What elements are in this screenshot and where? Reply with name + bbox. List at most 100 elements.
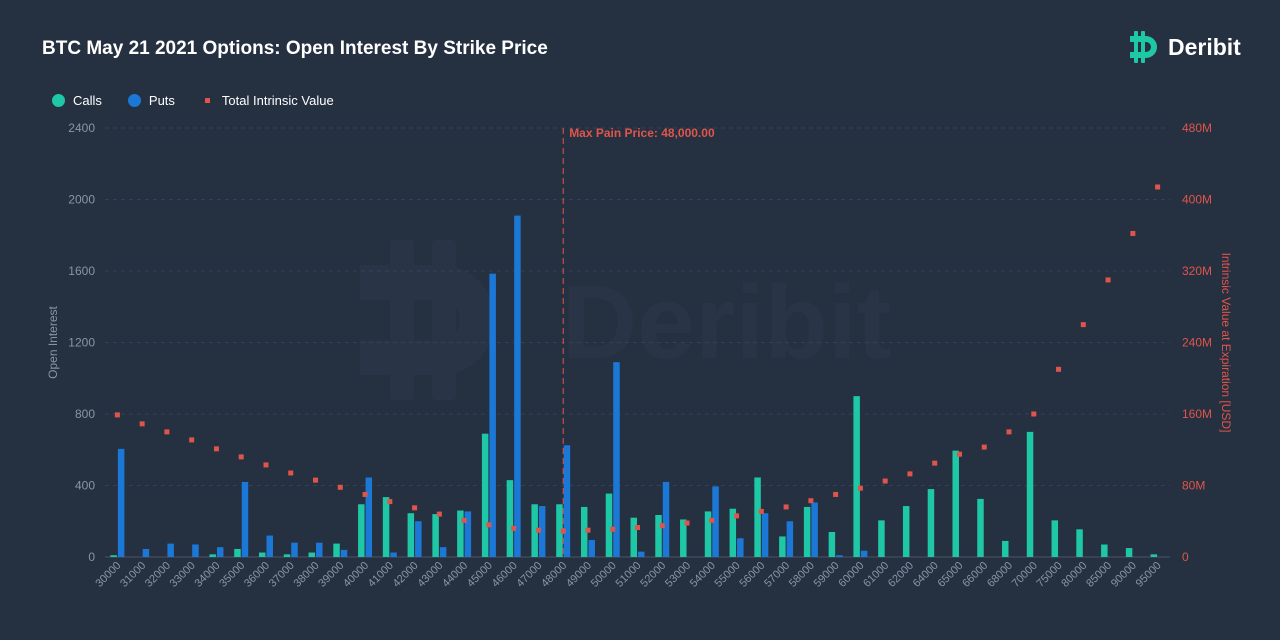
intrinsic-point-34000 (213, 446, 219, 452)
bar-puts-56000 (761, 513, 769, 557)
intrinsic-point-64000 (932, 460, 938, 466)
y2-tick-label: 160M (1182, 407, 1212, 421)
bar-calls-75000 (1051, 520, 1059, 557)
x-tick-label: 53000 (663, 560, 693, 590)
x-tick-label: 55000 (713, 560, 743, 590)
x-tick-label: 58000 (787, 560, 817, 590)
chart-legend: Calls Puts Total Intrinsic Value (52, 93, 360, 108)
x-tick-label: 64000 (911, 560, 941, 590)
intrinsic-point-80000 (1080, 322, 1086, 328)
intrinsic-point-54000 (709, 517, 715, 523)
y-tick-label: 0 (88, 550, 95, 564)
x-tick-label: 38000 (292, 560, 322, 590)
x-tick-label: 45000 (465, 560, 495, 590)
x-tick-label: 66000 (960, 560, 990, 590)
bar-calls-30000 (110, 555, 117, 557)
y2-tick-label: 240M (1182, 336, 1212, 350)
y-tick-label: 800 (75, 407, 95, 421)
x-tick-label: 33000 (168, 560, 198, 590)
x-tick-label: 57000 (762, 560, 792, 590)
bar-calls-45000 (481, 433, 489, 557)
bar-calls-60000 (853, 396, 860, 557)
intrinsic-point-49000 (585, 527, 591, 533)
intrinsic-point-50000 (610, 526, 616, 532)
bar-puts-36000 (266, 535, 273, 557)
intrinsic-point-40000 (362, 491, 368, 497)
bar-puts-58000 (811, 502, 818, 557)
bar-puts-46000 (514, 215, 521, 557)
intrinsic-point-56000 (758, 508, 764, 514)
intrinsic-swatch-icon (204, 98, 210, 103)
intrinsic-point-60000 (857, 485, 863, 491)
bar-puts-44000 (464, 511, 472, 557)
x-tick-label: 40000 (341, 560, 371, 590)
bar-puts-35000 (241, 481, 249, 557)
x-tick-label: 46000 (490, 560, 520, 590)
bar-puts-33000 (192, 544, 199, 557)
x-tick-label: 56000 (737, 560, 767, 590)
bar-calls-65000 (952, 450, 959, 557)
watermark: Deribit (360, 240, 891, 400)
x-tick-label: 43000 (415, 560, 445, 590)
intrinsic-point-65000 (956, 451, 962, 457)
x-tick-label: 39000 (316, 560, 346, 590)
y-tick-label: 2400 (68, 121, 95, 135)
bar-calls-54000 (704, 511, 712, 557)
bar-calls-62000 (902, 506, 910, 557)
intrinsic-point-85000 (1105, 277, 1111, 283)
bar-puts-59000 (836, 555, 843, 557)
bar-calls-70000 (1026, 431, 1034, 557)
legend-item-intrinsic[interactable]: Total Intrinsic Value (201, 93, 334, 108)
bar-calls-44000 (457, 510, 464, 557)
bar-calls-90000 (1125, 548, 1133, 557)
bar-puts-30000 (117, 448, 125, 557)
y-axis-title: Open Interest (46, 305, 60, 378)
bar-puts-54000 (712, 486, 719, 557)
bar-calls-48000 (556, 504, 563, 557)
bar-calls-56000 (754, 477, 761, 557)
puts-swatch-icon (127, 94, 141, 107)
bar-calls-47000 (531, 504, 538, 557)
bar-calls-55000 (729, 508, 737, 557)
x-tick-label: 47000 (514, 560, 544, 590)
bar-puts-55000 (737, 538, 744, 557)
y-tick-label: 1200 (68, 336, 95, 350)
legend-item-puts[interactable]: Puts (127, 93, 175, 108)
y2-axis-title: Intrinsic Value at Expiration [USD] (1219, 253, 1233, 433)
x-tick-label: 41000 (366, 560, 396, 590)
legend-item-calls[interactable]: Calls (52, 93, 102, 108)
bar-calls-53000 (680, 519, 687, 557)
bar-puts-37000 (291, 542, 298, 557)
bitcoin-logo-icon (1130, 31, 1157, 63)
bar-calls-38000 (308, 552, 316, 557)
intrinsic-point-39000 (337, 484, 343, 490)
bar-puts-57000 (786, 521, 794, 557)
intrinsic-point-47000 (535, 527, 541, 533)
bar-calls-51000 (630, 517, 637, 557)
intrinsic-point-32000 (164, 429, 170, 435)
x-tick-label: 50000 (589, 560, 619, 590)
x-tick-label: 37000 (267, 560, 297, 590)
y2-tick-label: 80M (1182, 479, 1205, 493)
bar-calls-66000 (977, 498, 984, 557)
x-tick-label: 49000 (564, 560, 594, 590)
intrinsic-point-31000 (139, 421, 145, 427)
bar-puts-43000 (439, 547, 447, 557)
x-tick-label: 36000 (242, 560, 272, 590)
intrinsic-point-52000 (659, 523, 665, 529)
bar-puts-32000 (167, 543, 174, 557)
x-tick-label: 85000 (1084, 560, 1114, 590)
intrinsic-point-42000 (412, 505, 418, 511)
intrinsic-point-70000 (1031, 411, 1037, 417)
y2-tick-label: 320M (1182, 264, 1212, 278)
intrinsic-point-46000 (511, 525, 517, 531)
bar-puts-52000 (662, 481, 670, 557)
x-tick-label: 68000 (985, 560, 1015, 590)
bar-calls-46000 (506, 480, 514, 557)
bar-calls-49000 (580, 506, 588, 557)
intrinsic-point-36000 (263, 462, 269, 468)
bar-calls-50000 (605, 493, 613, 557)
x-tick-label: 65000 (935, 560, 965, 590)
watermark-text: Deribit (562, 265, 891, 381)
